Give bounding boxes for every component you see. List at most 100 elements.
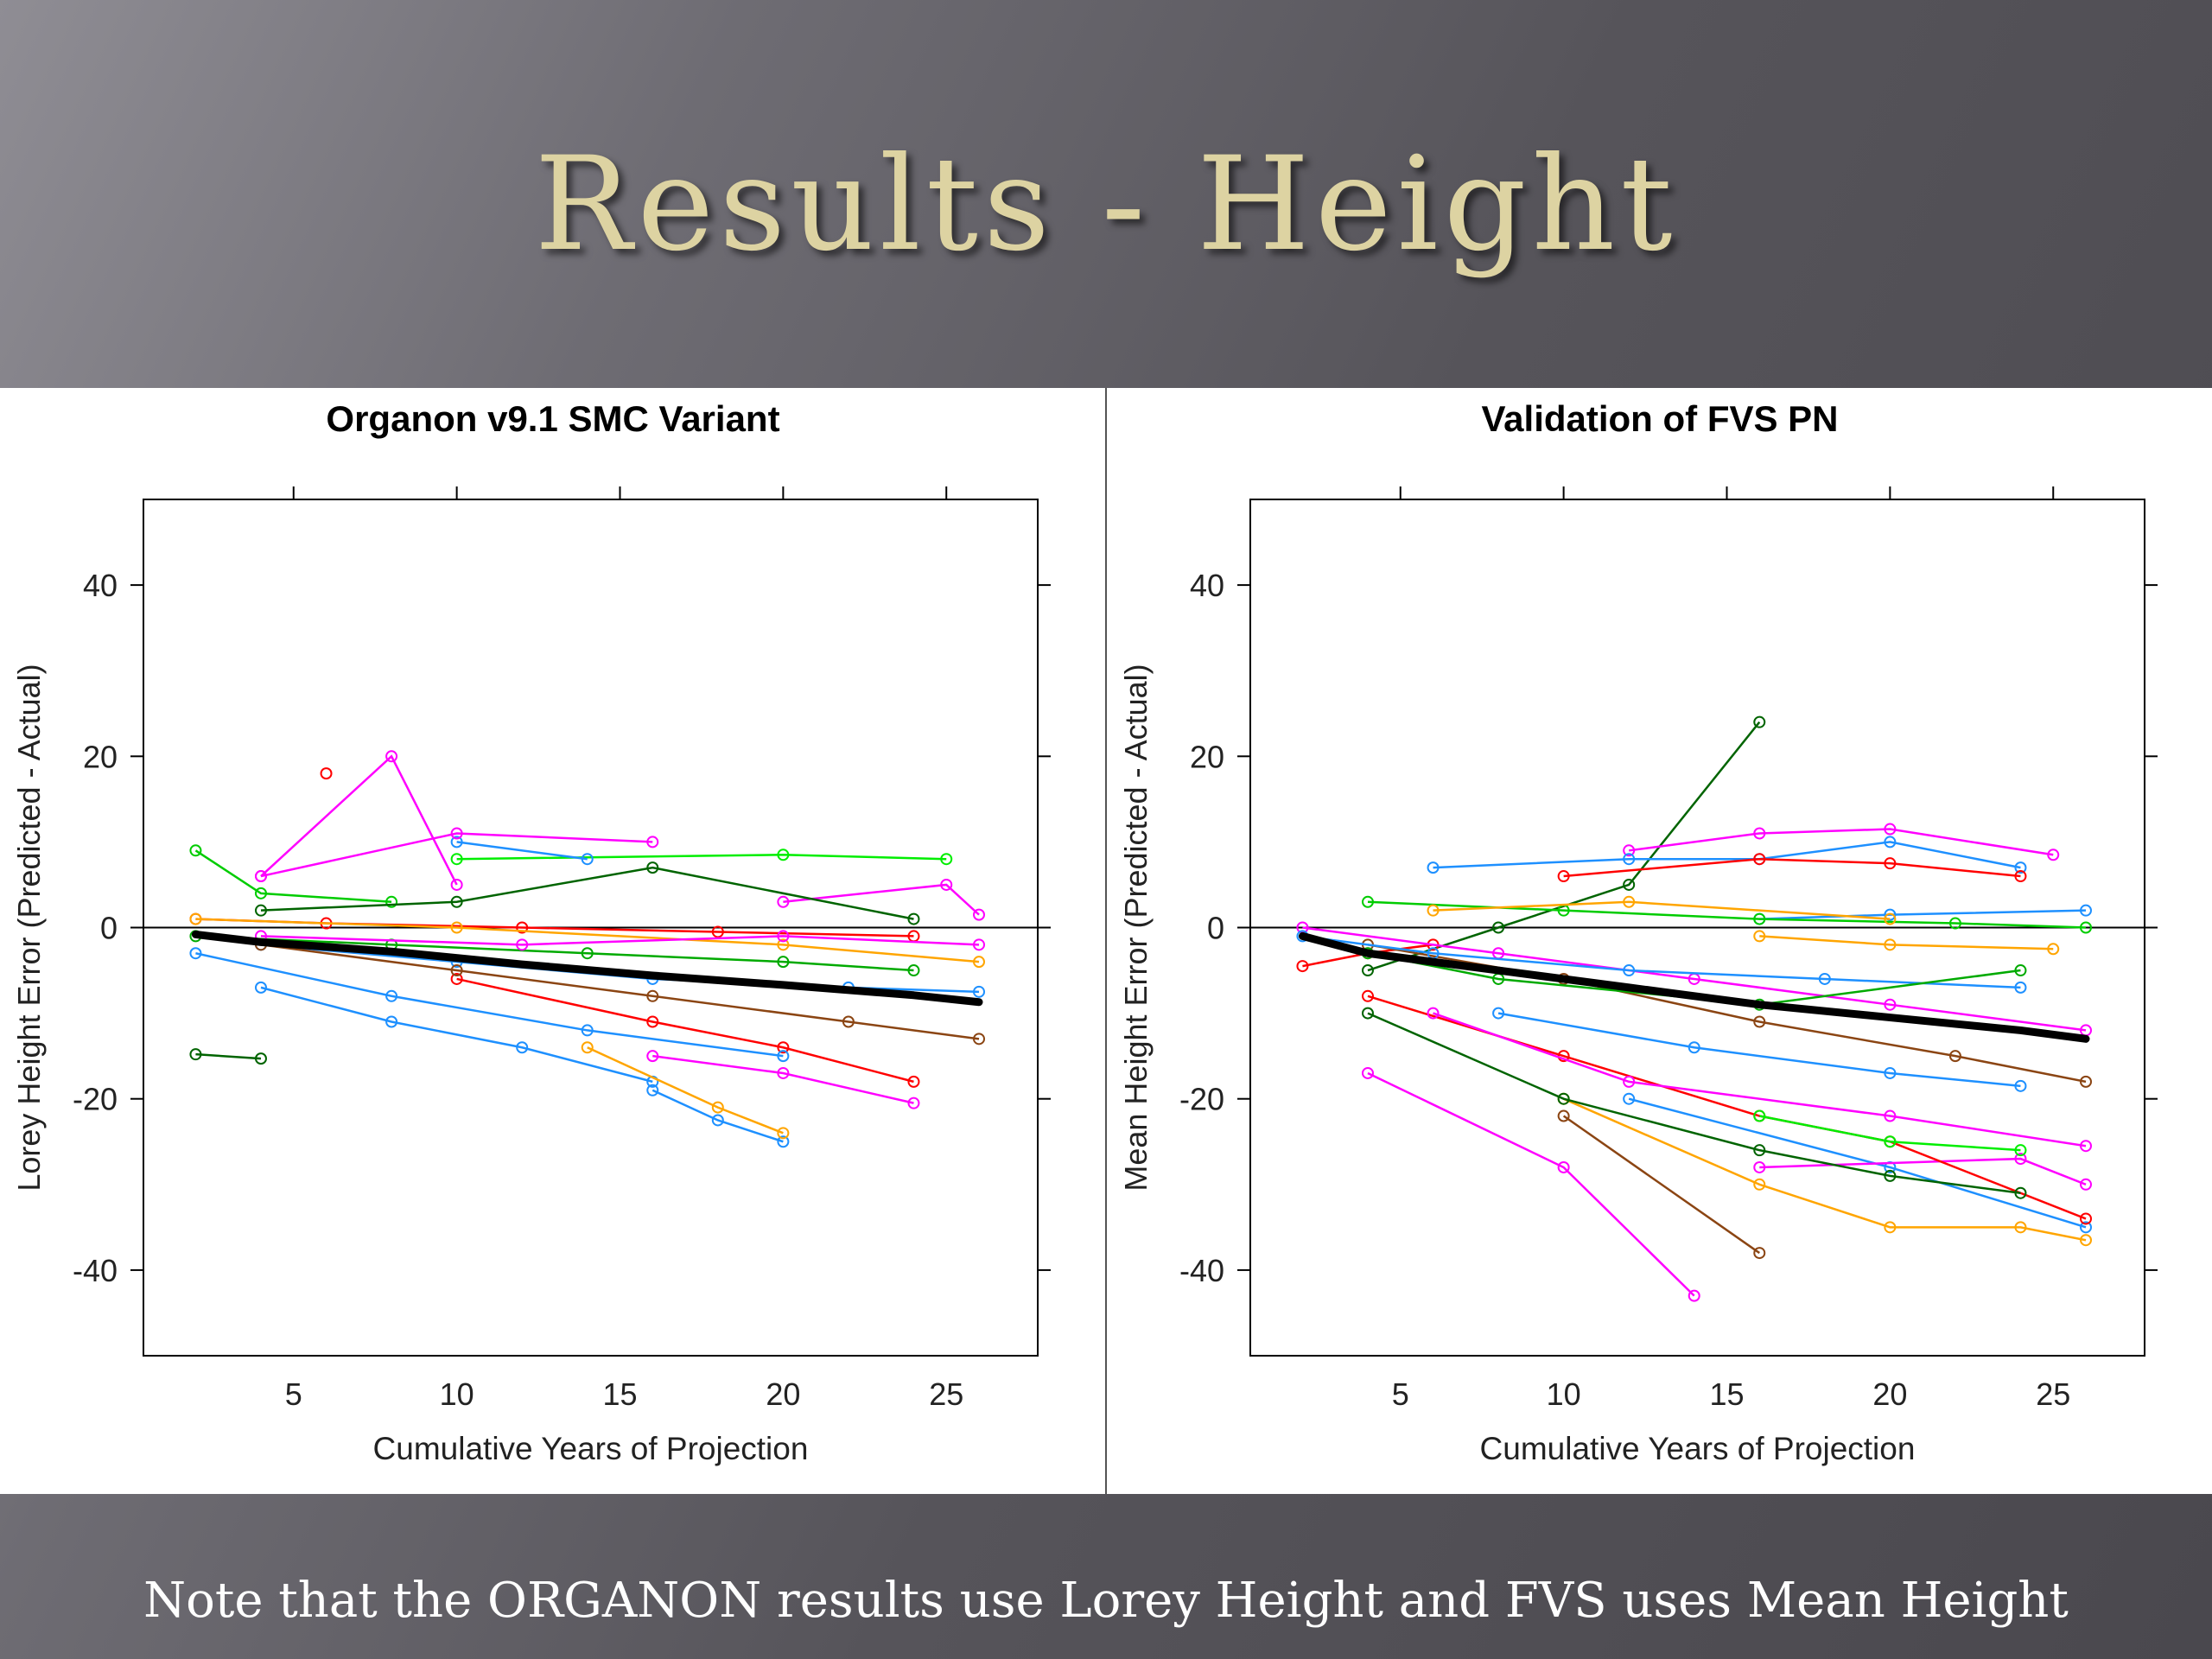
series-point [385,989,398,1002]
series-point [450,921,463,934]
series-point [2080,1234,2093,1247]
x-tick-label: 20 [1872,1376,1907,1412]
series-line [1563,857,2021,878]
series-line [1562,1115,1760,1255]
y-tick-label: -20 [73,1082,118,1117]
series-point [2014,1144,2027,1157]
series-line [195,918,980,963]
series-point [1753,1015,1766,1028]
series-group [1753,1153,2093,1191]
series-point [1688,1041,1700,1054]
series-line [195,1052,262,1060]
series-point [1884,836,1897,849]
series-point [1557,870,1570,883]
series-point [385,750,398,763]
x-axis-label: Cumulative Years of Projection [373,1431,809,1466]
series-point [973,1033,986,1046]
series-group [1361,938,2093,1088]
series-point [973,908,986,921]
series-point [973,985,986,998]
series-point [777,895,790,908]
series-point [2014,981,2027,994]
series-group [1753,930,2060,956]
series-point [1623,844,1636,857]
x-tick-label: 15 [1709,1376,1744,1412]
series-point [711,925,724,938]
series-group [1557,853,2027,883]
series-group [254,981,659,1088]
series-line [456,841,588,861]
x-tick-label: 25 [2036,1376,2070,1412]
y-tick-label: 0 [100,911,118,946]
series-point [1884,823,1897,836]
series-line [1302,926,2087,1032]
series-line [652,1054,914,1104]
series-line [260,935,980,946]
series-point [254,1052,267,1065]
series-point [1557,1109,1570,1122]
series-point [777,1050,790,1063]
series-line [1629,828,2054,856]
series-point [450,853,463,866]
mean-trend-line [191,930,983,1007]
y-tick-label: 20 [83,739,118,774]
fvs-height-error-chart: Validation of FVS PN 5 10 15 20 25 -40 -20 0 20 40… [1118,398,2158,1466]
series-line [1759,1157,2087,1185]
x-tick-label: 10 [440,1376,474,1412]
series-point [1818,972,1831,985]
series-point [516,938,529,951]
series-line [1302,935,2021,989]
series-group [1296,921,2093,1037]
series-point [450,827,463,840]
series-point [2014,861,2027,874]
x-tick-label: 10 [1547,1376,1581,1412]
series-line [456,854,947,861]
series-point [907,1075,920,1088]
series-line [1367,1012,2021,1194]
series-point [450,836,463,849]
series-point [1884,908,1897,921]
series-group [254,827,659,883]
series-point [2080,1075,2093,1088]
series-point [581,1024,594,1037]
series-point [1427,1007,1440,1020]
series-group [777,878,986,921]
series-group [1361,1007,2027,1199]
series-point [1296,960,1309,973]
series-line [260,832,653,878]
series-point [646,836,659,849]
series-line [587,1046,784,1135]
series-point [254,981,267,994]
series-point [1361,895,1374,908]
series-line [260,944,980,1040]
series-point [1623,895,1636,908]
series-point [189,1048,202,1061]
series-line [260,866,914,920]
series-point [1884,1066,1897,1079]
series-point [907,1096,920,1109]
series-point [1884,912,1897,925]
series-group [320,767,333,780]
series-group [581,1041,790,1140]
series-point [1884,1109,1897,1122]
series-point [1753,1178,1766,1191]
series-point [1557,1160,1570,1173]
series-line [783,883,980,916]
series-line [1367,900,2087,929]
mean-trend-line [1298,931,2090,1043]
series-line [260,986,653,1084]
series-point [189,947,202,960]
series-point [2014,1079,2027,1092]
series-point [1492,1007,1505,1020]
series-line [1367,1071,1695,1297]
series-point [1557,1092,1570,1105]
slide-footnote: Note that the ORGANON results use Lorey … [143,1573,2069,1629]
series-group [1427,895,1897,925]
x-tick-label: 20 [766,1376,800,1412]
series-line [195,952,784,1058]
series-point [646,1015,659,1028]
series-group [450,836,594,866]
series-point [2080,1221,2093,1234]
series-point [2080,1212,2093,1225]
series-point [1623,878,1636,891]
